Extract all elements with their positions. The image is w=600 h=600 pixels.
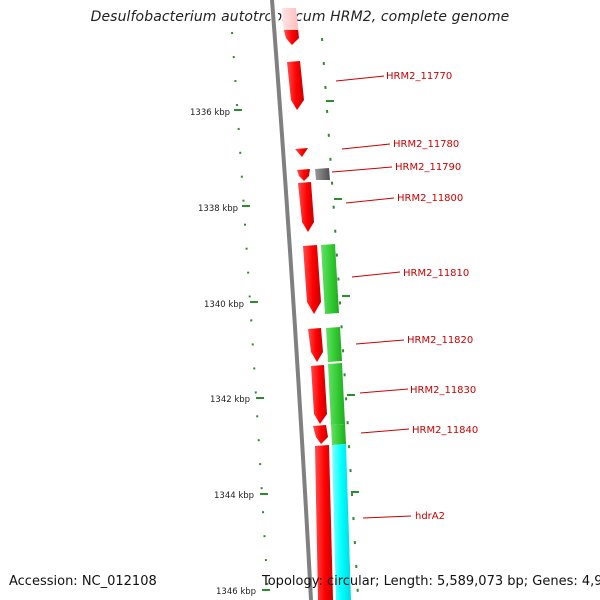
- inner-dotted-track: [231, 31, 269, 597]
- major-ticks: [234, 109, 270, 591]
- cds-track: [282, 8, 351, 600]
- tick-label-1338: 1338 kbp: [198, 204, 238, 214]
- gene-feature-hrm2-11840: [313, 425, 328, 444]
- gene-feature-hdra2: [315, 445, 333, 600]
- tick-label-1342: 1342 kbp: [210, 395, 250, 405]
- gene-feature-hdra2-cyan: [332, 444, 351, 600]
- gene-feature-hrm2-11810-green: [321, 244, 339, 314]
- gene-feature-hrm2-11820: [308, 328, 323, 362]
- gene-label-hrm2-11830: HRM2_11830: [410, 385, 476, 396]
- gene-feature-top: [284, 30, 299, 45]
- gene-feature-hrm2-11790: [315, 168, 330, 180]
- gene-feature-hrm2-11820-green: [326, 327, 342, 362]
- topology-text: Topology: circular; Length: 5,589,073 bp…: [262, 574, 600, 589]
- genome-backbone: [270, 0, 313, 600]
- gene-label-hrm2-11810: HRM2_11810: [403, 268, 469, 279]
- tick-label-1344: 1344 kbp: [214, 491, 254, 501]
- tick-label-1336: 1336 kbp: [190, 108, 230, 118]
- gene-feature-hrm2-11810: [303, 245, 321, 314]
- gene-feature-hrm2-11830: [311, 365, 327, 424]
- outer-ticks: [326, 100, 359, 493]
- gene-label-hrm2-11800: HRM2_11800: [397, 193, 463, 204]
- gene-label-hrm2-11770: HRM2_11770: [386, 71, 452, 82]
- tick-label-1340: 1340 kbp: [204, 300, 244, 310]
- gene-feature-hrm2-11800: [298, 182, 314, 232]
- tick-label-1346: 1346 kbp: [216, 587, 256, 597]
- gene-feature-hrm2-11830-green: [328, 363, 345, 425]
- outer-dotted-track: [321, 37, 359, 597]
- map-title: Desulfobacterium autotrophicum HRM2, com…: [90, 9, 510, 25]
- gene-feature-hrm2-11770: [287, 61, 304, 110]
- gene-label-hrm2-11840: HRM2_11840: [412, 425, 478, 436]
- gene-label-hrm2-11780: HRM2_11780: [393, 139, 459, 150]
- gene-feature-hrm2-11790a: [297, 169, 310, 181]
- gene-label-hdra2: hdrA2: [415, 511, 445, 522]
- leader-lines: [331, 75, 412, 519]
- gene-label-hrm2-11790: HRM2_11790: [395, 162, 461, 173]
- gene-feature-hrm2-11780: [295, 148, 308, 157]
- accession-text: Accession: NC_012108: [9, 574, 157, 589]
- gene-label-hrm2-11820: HRM2_11820: [407, 335, 473, 346]
- gene-feature-hrm2-11840-green: [331, 424, 346, 445]
